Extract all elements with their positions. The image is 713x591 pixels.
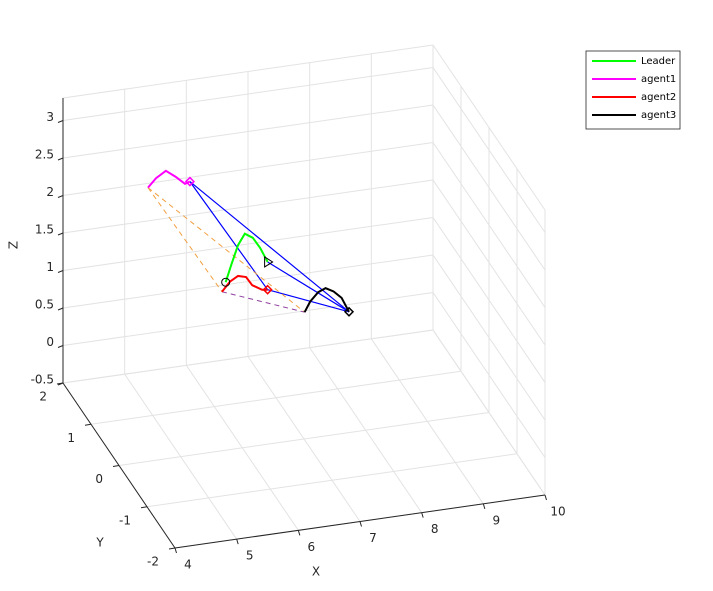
box-edge: [432, 44, 546, 211]
trajectory: [303, 287, 350, 313]
grid-line: [62, 67, 434, 121]
x-tick-label: 8: [431, 522, 439, 536]
x-tick-label: 7: [369, 531, 377, 545]
grid-layer: [62, 44, 546, 549]
grid-line: [432, 329, 546, 496]
grid-line: [432, 217, 546, 383]
grid-line: [432, 67, 546, 233]
x-tick-label: 6: [308, 540, 316, 554]
x-tick: [421, 512, 424, 518]
grid-line: [90, 370, 462, 425]
y-tick-label: -2: [147, 555, 159, 569]
x-tick: [359, 521, 362, 527]
box-edge: [62, 44, 434, 99]
legend-label: agent3: [641, 110, 676, 121]
x-tick: [236, 539, 239, 545]
legend-label: Leader: [641, 56, 676, 67]
y-tick-label: 1: [67, 431, 75, 445]
z-tick: [57, 270, 64, 273]
grid-line: [432, 142, 546, 308]
z-tick-label: 3: [46, 110, 54, 124]
z-tick: [57, 382, 64, 386]
x-tick-label: 5: [246, 549, 254, 563]
trajectory: [224, 232, 269, 283]
initial-link: [147, 187, 305, 313]
z-tick-label: 1.5: [35, 223, 54, 237]
grid-line: [146, 453, 518, 508]
end-marker: [264, 256, 274, 268]
grid-line: [62, 254, 434, 309]
x-tick: [544, 494, 547, 501]
legend-label: agent2: [641, 92, 676, 103]
z-tick: [57, 345, 64, 348]
y-tick: [168, 547, 176, 550]
x-axis-label: X: [312, 565, 320, 579]
y-tick: [140, 506, 148, 509]
z-tick-label: 1: [46, 260, 54, 274]
trajectory: [147, 169, 191, 189]
grid-line: [62, 104, 434, 159]
y-tick: [112, 465, 120, 467]
grid-line: [62, 179, 434, 234]
agent-end-marker: [184, 176, 195, 187]
legend-label: agent1: [641, 74, 676, 85]
grid-line: [62, 329, 434, 384]
x-tick-label: 10: [550, 505, 565, 519]
y-tick-label: 0: [95, 472, 103, 486]
x-tick: [174, 547, 177, 554]
x-tick-label: 9: [493, 513, 501, 527]
agent-end-marker: [262, 284, 273, 295]
z-tick: [57, 120, 64, 123]
grid-line: [62, 217, 434, 271]
z-axis-label: Z: [7, 241, 21, 249]
grid-line: [62, 292, 434, 346]
x-tick: [297, 530, 301, 536]
x-tick-label: 4: [184, 558, 192, 572]
z-tick-label: 2: [46, 185, 54, 199]
grid-line: [432, 179, 546, 346]
data-layer: [147, 169, 355, 317]
y-tick-label: -1: [119, 513, 131, 527]
grid-line: [118, 412, 490, 466]
formation-link: [267, 261, 350, 313]
z-tick-label: 2.5: [35, 148, 54, 162]
z-tick-label: 0.5: [35, 298, 54, 312]
grid-line: [432, 104, 546, 271]
z-tick: [57, 157, 64, 161]
z-tick-label: 0: [46, 335, 54, 349]
z-tick: [57, 307, 64, 311]
z-tick-label: -0.5: [31, 373, 54, 387]
axis-layer: 4 5 6 7 8 9 10 -2 -1 0 1 2 -0.5 0 0.5 1 1.5 2 2.5 3: [31, 98, 566, 572]
x-tick: [482, 503, 486, 509]
agent-end-marker: [343, 306, 355, 317]
start-marker: [221, 277, 231, 287]
formation-link: [189, 181, 269, 291]
legend: Leader agent1 agent2 agent3: [585, 50, 681, 130]
grid-line: [432, 292, 546, 458]
z-tick: [57, 195, 64, 198]
y-tick-label: 2: [39, 390, 47, 404]
y-tick: [84, 423, 92, 426]
y-axis-label: Y: [95, 536, 104, 550]
z-tick: [57, 232, 64, 236]
formation-link: [267, 289, 350, 313]
grid-line: [62, 142, 434, 196]
grid-line: [432, 254, 546, 421]
initial-link: [147, 187, 223, 293]
